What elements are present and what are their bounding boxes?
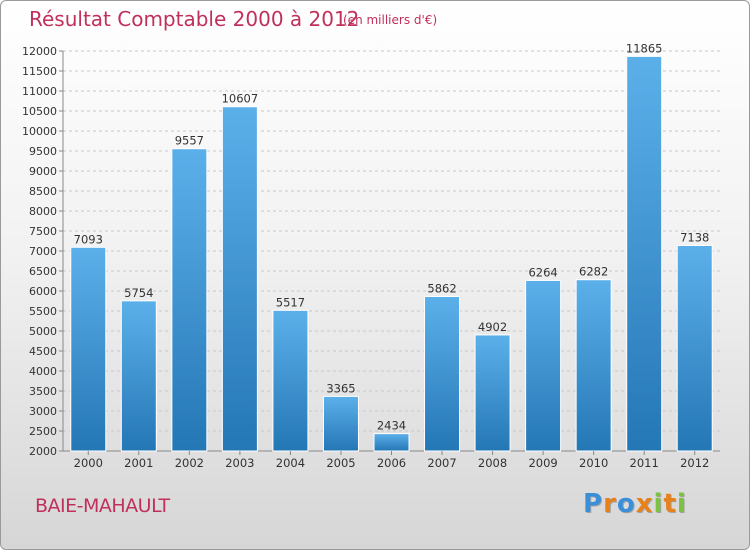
logo-letter: P	[583, 489, 604, 519]
x-tick-label: 2002	[175, 456, 204, 470]
bar-2005	[322, 395, 359, 452]
bar-value-label: 10607	[222, 92, 259, 106]
y-tick-label: 7000	[29, 245, 57, 258]
bar-2011	[626, 55, 663, 452]
bar-value-label: 7093	[74, 232, 103, 246]
bar-value-label: 3365	[326, 381, 355, 395]
x-tick-label: 2004	[276, 456, 305, 470]
bar-value-label: 5862	[427, 282, 456, 296]
bar-value-label: 11865	[626, 41, 663, 55]
y-tick-label: 2000	[29, 445, 57, 458]
bar-2006	[373, 433, 410, 452]
bar-2001	[120, 300, 157, 452]
y-tick-label: 10500	[22, 105, 57, 118]
proxiti-logo[interactable]: Proxiti	[583, 489, 687, 519]
bar-value-label: 5754	[124, 286, 153, 300]
bar-2012	[676, 244, 713, 452]
y-tick-label: 8500	[29, 185, 57, 198]
city-name: BAIE-MAHAULT	[35, 495, 170, 517]
bar-2009	[525, 279, 562, 452]
chart-unit: (en milliers d'€)	[343, 13, 438, 27]
bar-value-label: 6264	[528, 265, 557, 279]
bar-2004	[272, 309, 309, 452]
y-tick-label: 6500	[29, 265, 57, 278]
x-tick-label: 2010	[579, 456, 608, 470]
bar-2003	[221, 106, 258, 452]
x-tick-label: 2012	[680, 456, 709, 470]
logo-letter: x	[635, 489, 654, 519]
bar-value-label: 9557	[175, 134, 204, 148]
y-tick-label: 5500	[29, 305, 57, 318]
bar-value-label: 4902	[478, 320, 507, 334]
y-tick-label: 7500	[29, 225, 57, 238]
bar-value-label: 2434	[377, 419, 406, 433]
x-tick-label: 2006	[377, 456, 406, 470]
y-tick-label: 3000	[29, 405, 57, 418]
logo-letter: i	[676, 489, 687, 519]
y-tick-label: 4500	[29, 345, 57, 358]
x-tick-label: 2001	[124, 456, 153, 470]
bar-value-label: 5517	[276, 295, 305, 309]
y-tick-label: 12000	[22, 45, 57, 58]
bar-value-label: 6282	[579, 265, 608, 279]
y-tick-label: 2500	[29, 425, 57, 438]
bar-value-label: 7138	[680, 230, 709, 244]
logo-letter: i	[653, 489, 664, 519]
bar-2002	[171, 148, 208, 452]
x-tick-label: 2009	[528, 456, 557, 470]
y-tick-label: 10000	[22, 125, 57, 138]
x-tick-label: 2003	[225, 456, 254, 470]
y-tick-label: 9000	[29, 165, 57, 178]
y-tick-label: 11000	[22, 85, 57, 98]
y-tick-label: 5000	[29, 325, 57, 338]
logo-letter: o	[616, 489, 636, 519]
chart-title: Résultat Comptable 2000 à 2012	[29, 7, 360, 31]
x-tick-label: 2008	[478, 456, 507, 470]
logo-letter: t	[663, 489, 677, 519]
bar-2010	[575, 279, 612, 452]
y-tick-label: 4000	[29, 365, 57, 378]
y-tick-label: 11500	[22, 65, 57, 78]
bar-2008	[474, 334, 511, 452]
logo-letter: r	[603, 489, 617, 519]
bar-2007	[424, 296, 461, 452]
y-tick-label: 3500	[29, 385, 57, 398]
x-tick-label: 2000	[74, 456, 103, 470]
x-tick-label: 2007	[427, 456, 456, 470]
x-tick-label: 2011	[630, 456, 659, 470]
y-tick-label: 9500	[29, 145, 57, 158]
y-tick-label: 6000	[29, 285, 57, 298]
bar-2000	[70, 246, 107, 452]
x-tick-label: 2005	[326, 456, 355, 470]
y-tick-label: 8000	[29, 205, 57, 218]
